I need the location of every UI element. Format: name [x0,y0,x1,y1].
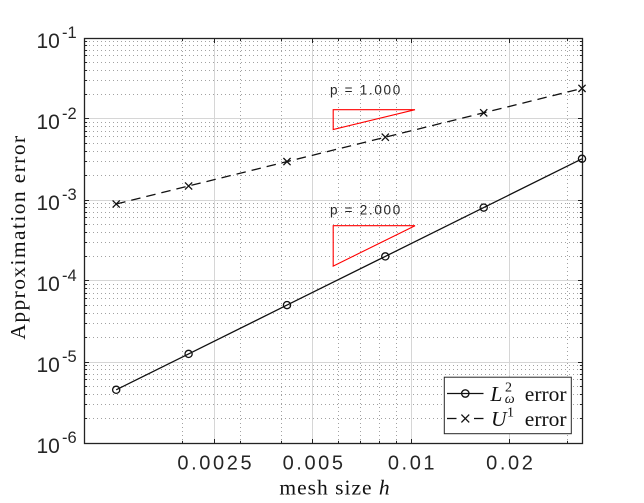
svg-text:10: 10 [36,111,59,134]
svg-text:-4: -4 [62,267,77,285]
svg-text:error: error [525,407,567,431]
svg-text:10: 10 [36,354,59,377]
svg-text:-1: -1 [62,24,77,42]
svg-text:-6: -6 [62,429,77,447]
svg-text:U: U [491,407,508,431]
svg-text:0.02: 0.02 [486,453,535,475]
svg-text:L: L [489,382,502,406]
svg-text:10: 10 [36,30,59,53]
svg-text:ω: ω [505,392,515,407]
svg-text:0.0025: 0.0025 [177,453,254,475]
svg-text:2: 2 [505,381,512,396]
svg-text:mesh size h: mesh size h [279,475,390,499]
svg-text:-5: -5 [62,348,77,366]
svg-text:Approximation error: Approximation error [6,134,30,339]
svg-text:p = 2.000: p = 2.000 [330,203,402,218]
svg-text:0.01: 0.01 [388,453,437,475]
svg-text:10: 10 [36,273,59,296]
svg-text:p = 1.000: p = 1.000 [330,83,402,98]
svg-text:-2: -2 [62,105,77,123]
svg-text:10: 10 [36,192,59,215]
svg-text:-3: -3 [62,186,77,204]
svg-text:error: error [525,382,567,406]
svg-text:10: 10 [36,435,59,458]
svg-text:0.005: 0.005 [283,453,346,475]
svg-text:1: 1 [507,406,514,421]
